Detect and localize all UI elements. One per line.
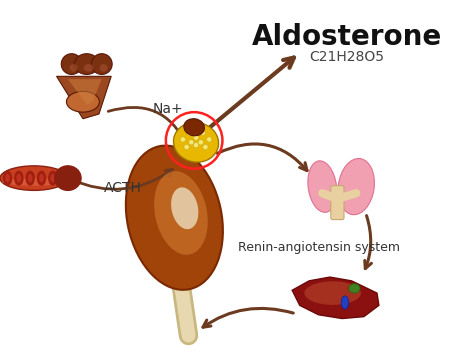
Circle shape (200, 130, 205, 135)
Text: C21H28O5: C21H28O5 (308, 50, 384, 64)
Ellipse shape (84, 64, 93, 72)
Polygon shape (56, 76, 111, 119)
Text: Na+: Na+ (152, 102, 182, 116)
FancyBboxPatch shape (330, 186, 343, 220)
Ellipse shape (48, 171, 57, 186)
Ellipse shape (3, 171, 12, 186)
Ellipse shape (154, 171, 207, 255)
Ellipse shape (37, 171, 46, 186)
Ellipse shape (91, 54, 112, 75)
Circle shape (193, 135, 198, 140)
Ellipse shape (69, 64, 77, 72)
Ellipse shape (28, 174, 32, 183)
Circle shape (180, 137, 185, 142)
Circle shape (188, 140, 193, 145)
Polygon shape (292, 277, 378, 319)
Circle shape (193, 129, 198, 134)
Text: ACTH: ACTH (103, 180, 141, 194)
Ellipse shape (126, 145, 222, 290)
Circle shape (193, 143, 198, 148)
Ellipse shape (171, 187, 198, 229)
Ellipse shape (25, 171, 35, 186)
Circle shape (183, 144, 189, 150)
Ellipse shape (348, 284, 359, 293)
Ellipse shape (5, 174, 10, 183)
Circle shape (187, 130, 192, 135)
Polygon shape (68, 79, 101, 105)
Ellipse shape (337, 158, 374, 215)
Ellipse shape (2, 178, 66, 186)
Text: Renin-angiotensin system: Renin-angiotensin system (237, 241, 399, 255)
Ellipse shape (61, 54, 82, 75)
Ellipse shape (307, 161, 336, 212)
Ellipse shape (39, 174, 44, 183)
Ellipse shape (74, 54, 99, 75)
Circle shape (202, 144, 207, 150)
Ellipse shape (0, 166, 68, 190)
Ellipse shape (340, 296, 348, 309)
Circle shape (206, 137, 212, 142)
Ellipse shape (66, 91, 99, 112)
Text: Aldosterone: Aldosterone (251, 23, 441, 51)
Ellipse shape (304, 281, 360, 305)
Ellipse shape (55, 166, 81, 190)
Ellipse shape (16, 174, 21, 183)
Ellipse shape (183, 119, 204, 136)
Circle shape (197, 140, 203, 145)
Ellipse shape (51, 174, 55, 183)
Ellipse shape (99, 64, 107, 72)
Ellipse shape (173, 122, 218, 162)
Ellipse shape (14, 171, 24, 186)
